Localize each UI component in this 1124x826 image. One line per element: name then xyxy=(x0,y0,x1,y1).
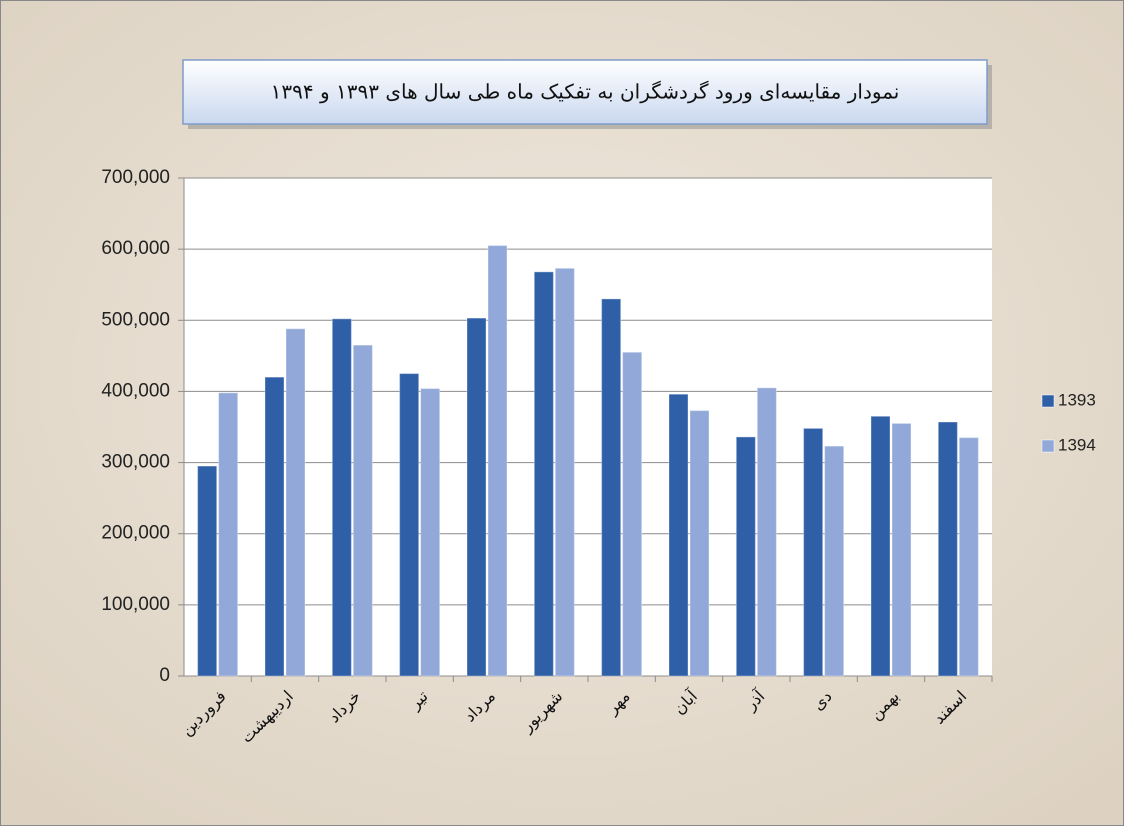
bar-shade xyxy=(420,388,441,677)
plot-area xyxy=(184,178,992,676)
bar-shade xyxy=(218,392,239,677)
bar-shade xyxy=(533,271,554,677)
y-tick-label: 200,000 xyxy=(101,523,170,544)
title-box xyxy=(182,59,988,125)
bar-shade xyxy=(668,393,689,677)
bar-shade xyxy=(622,351,643,677)
y-tick-label: 600,000 xyxy=(101,238,170,259)
bar-shade xyxy=(735,436,756,677)
bar-shade xyxy=(487,245,508,677)
chart-title: نمودار مقایسه‌ای ورود گردشگران به تفکیک … xyxy=(271,80,900,104)
y-tick-label: 400,000 xyxy=(101,380,170,401)
legend-swatch xyxy=(1041,439,1055,453)
bar-shade xyxy=(824,445,845,677)
legend-swatch xyxy=(1041,394,1055,408)
bar-shade xyxy=(803,427,824,677)
y-tick-label: 500,000 xyxy=(101,309,170,330)
bar-shade xyxy=(554,267,575,677)
bar-shade xyxy=(285,328,306,677)
bar-shade xyxy=(197,465,218,677)
legend-label: 1394 xyxy=(1058,435,1096,454)
bar-shade xyxy=(958,437,979,677)
bar-shade xyxy=(331,318,352,677)
bar-shade xyxy=(689,410,710,677)
bar-shade xyxy=(937,421,958,677)
y-tick-label: 100,000 xyxy=(101,594,170,615)
bar-shade xyxy=(466,317,487,677)
y-tick-label: 300,000 xyxy=(101,452,170,473)
bar-shade xyxy=(756,387,777,677)
bar-shade xyxy=(870,415,891,677)
y-tick-label: 700,000 xyxy=(101,167,170,188)
legend-label: 1393 xyxy=(1058,390,1096,409)
bar-shade xyxy=(399,373,420,677)
bar-shade xyxy=(891,422,912,677)
bar-shade xyxy=(352,344,373,677)
y-tick-label: 0 xyxy=(159,665,170,686)
bar-shade xyxy=(264,376,285,677)
bar-shade xyxy=(601,298,622,677)
